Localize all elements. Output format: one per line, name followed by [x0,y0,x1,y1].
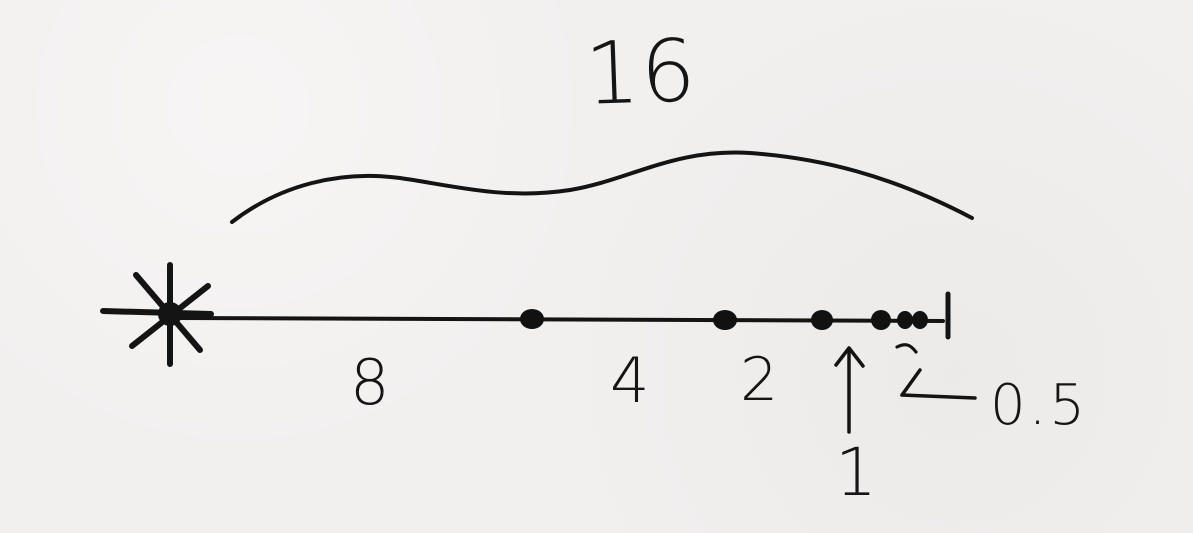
segment-label-4: 4 [610,344,651,417]
bracket-0-5 [900,393,977,400]
segment-label-0-5: 0.5 [990,373,1089,438]
point-1 [871,310,891,330]
bracket-0-5-small-mark [895,343,918,354]
segment-label-8: 8 [350,346,391,419]
total-length-label: 16 [583,21,699,125]
bracket-0-5-upper [900,368,922,397]
arrow-head-1 [834,346,865,368]
origin-center-dot [158,302,182,326]
segment-label-2: 2 [740,345,780,415]
point-0-5-b [912,311,928,329]
point-2 [811,310,833,330]
point-0-5-a [897,311,913,329]
point-4 [713,310,737,330]
segment-label-1: 1 [835,434,878,511]
point-8 [520,309,544,329]
origin-star-icon [100,262,214,367]
brace-curve [230,150,974,224]
